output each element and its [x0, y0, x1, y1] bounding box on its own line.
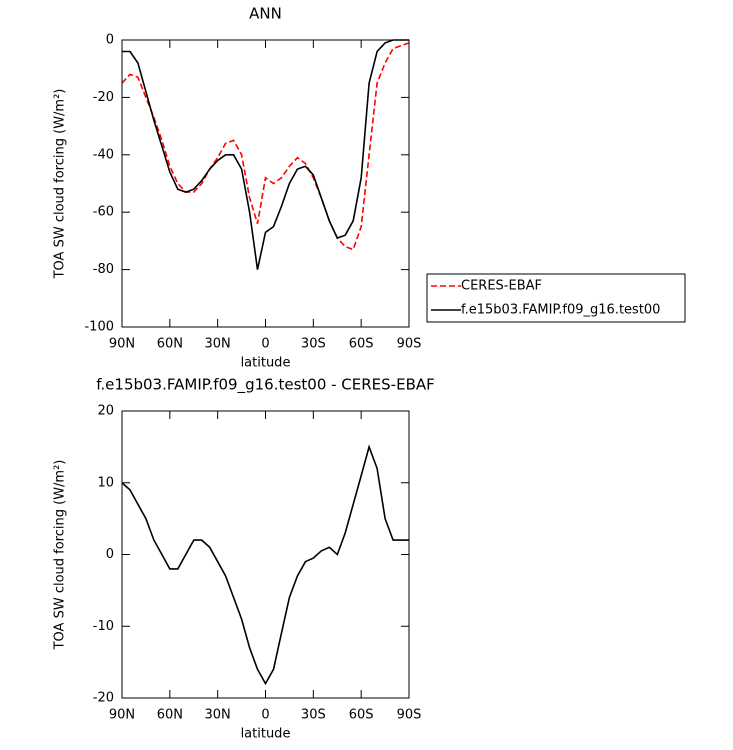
- plot-frame: [121, 410, 410, 699]
- legend-box: [426, 273, 686, 323]
- x-tick-label: 0: [261, 708, 269, 723]
- y-tick-label: 10: [97, 475, 114, 490]
- x-tick-label: 90S: [397, 337, 422, 352]
- chart-title: f.e15b03.FAMIP.f09_g16.test00 - CERES-EB…: [96, 376, 435, 395]
- legend-label: f.e15b03.FAMIP.f09_g16.test00: [461, 303, 660, 318]
- y-tick-label: 20: [97, 404, 114, 419]
- legend-label: CERES-EBAF: [461, 279, 542, 294]
- y-axis-label: TOA SW cloud forcing (W/m²): [53, 460, 68, 651]
- x-tick-label: 60S: [349, 337, 374, 352]
- plot-frame: [121, 39, 410, 328]
- x-tick-label: 90S: [397, 708, 422, 723]
- y-tick-label: -80: [93, 262, 114, 277]
- x-tick-label: 60N: [157, 708, 183, 723]
- data-line: [121, 444, 409, 686]
- data-line: [121, 42, 410, 251]
- x-tick-label: 30N: [205, 337, 231, 352]
- x-axis-label: latitude: [241, 356, 291, 371]
- data-line: [122, 39, 409, 270]
- y-tick-label: -60: [93, 205, 114, 220]
- x-tick-label: 60S: [349, 708, 374, 723]
- x-axis-label: latitude: [241, 727, 291, 742]
- y-tick-label: 0: [106, 547, 114, 562]
- x-tick-label: 90N: [109, 708, 135, 723]
- x-tick-label: 0: [261, 337, 269, 352]
- x-tick-label: 90N: [109, 337, 135, 352]
- y-axis-label: TOA SW cloud forcing (W/m²): [53, 89, 68, 280]
- y-tick-label: -100: [84, 320, 114, 335]
- y-tick-label: -40: [93, 147, 114, 162]
- y-tick-label: -20: [93, 90, 114, 105]
- y-tick-label: -20: [93, 691, 114, 706]
- chart-title: ANN: [249, 5, 282, 23]
- y-tick-label: -10: [93, 619, 114, 634]
- x-tick-label: 30S: [301, 708, 326, 723]
- x-tick-label: 30N: [205, 708, 231, 723]
- x-tick-label: 60N: [157, 337, 183, 352]
- x-tick-label: 30S: [301, 337, 326, 352]
- y-tick-label: 0: [106, 33, 114, 48]
